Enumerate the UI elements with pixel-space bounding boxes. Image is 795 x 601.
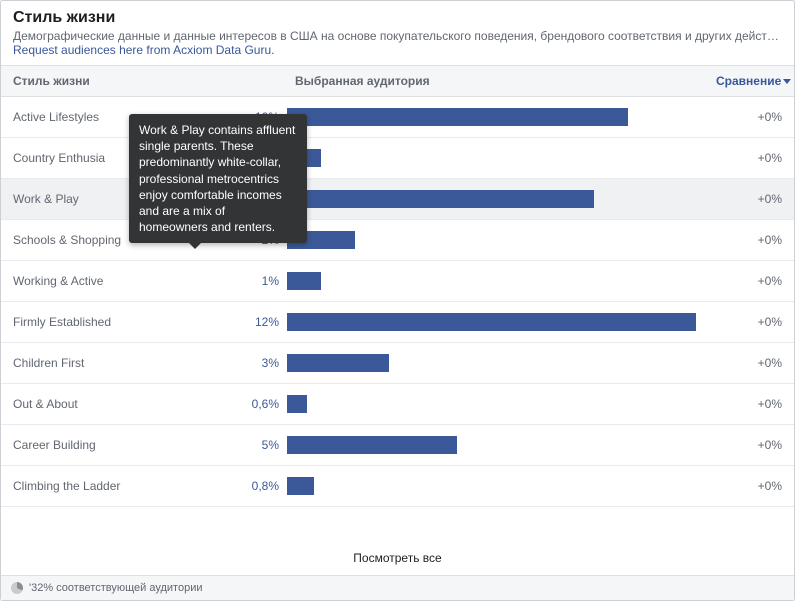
col-header-compare[interactable]: Сравнение <box>704 66 794 96</box>
row-label-text: Working & Active <box>13 274 103 288</box>
column-headers: Стиль жизни Выбранная аудитория Сравнени… <box>1 66 794 97</box>
row-compare: +0% <box>704 348 794 378</box>
lifestyle-card: Стиль жизни Демографические данные и дан… <box>0 0 795 601</box>
row-bar <box>287 190 594 208</box>
row-compare: +0% <box>704 430 794 460</box>
row-label-text: Firmly Established <box>13 315 111 329</box>
pie-icon <box>11 582 23 594</box>
card-header: Стиль жизни Демографические данные и дан… <box>1 1 794 66</box>
table-row[interactable]: Schools & Shopping2%+0% <box>1 220 794 261</box>
table-row[interactable]: Country Enthusia1%+0% <box>1 138 794 179</box>
row-value: 12% <box>233 307 283 337</box>
row-bar-cell <box>283 471 704 501</box>
row-label: Firmly Established <box>1 307 233 337</box>
row-compare: +0% <box>704 143 794 173</box>
row-bar-cell <box>283 389 704 419</box>
row-compare: +0% <box>704 184 794 214</box>
col-header-value-spacer <box>233 66 283 96</box>
row-label-text: Children First <box>13 356 84 370</box>
row-bar-cell <box>283 184 704 214</box>
table-row[interactable]: Firmly Established 12% +0% <box>1 302 794 343</box>
row-bar-cell <box>283 102 704 132</box>
footer-text: '32% соответствующей аудитории <box>29 582 202 594</box>
card-title: Стиль жизни <box>13 9 782 27</box>
view-all-button[interactable]: Посмотреть все <box>1 541 794 576</box>
row-bar-cell <box>283 143 704 173</box>
row-compare: +0% <box>704 225 794 255</box>
card-footer: '32% соответствующей аудитории <box>1 576 794 600</box>
row-bar <box>287 272 321 290</box>
row-bar <box>287 313 696 331</box>
row-compare: +0% <box>704 389 794 419</box>
row-value: 0,8% <box>233 471 283 501</box>
row-bar <box>287 354 389 372</box>
table-row[interactable]: Work & Playi9%+0% <box>1 179 794 220</box>
row-label: Children First <box>1 348 233 378</box>
sort-caret-icon <box>783 79 791 84</box>
row-label-text: Climbing the Ladder <box>13 479 120 493</box>
table-row[interactable]: Out & About 0,6% +0% <box>1 384 794 425</box>
row-bar-cell <box>283 225 704 255</box>
row-label-text: Out & About <box>13 397 78 411</box>
row-value: 3% <box>233 348 283 378</box>
row-bar-cell <box>283 430 704 460</box>
row-bar <box>287 477 314 495</box>
row-bar <box>287 108 628 126</box>
table-row[interactable]: Working & Active 1% +0% <box>1 261 794 302</box>
table-row[interactable]: Climbing the Ladder 0,8% +0% <box>1 466 794 507</box>
tooltip-text: Work & Play contains affluent single par… <box>139 123 295 234</box>
row-label: Working & Active <box>1 266 233 296</box>
table-row[interactable]: Career Building 5% +0% <box>1 425 794 466</box>
rows-container: Active Lifestyles10%+0%Country Enthusia1… <box>1 97 794 541</box>
col-header-label: Стиль жизни <box>1 66 233 96</box>
row-value: 0,6% <box>233 389 283 419</box>
row-bar-cell <box>283 348 704 378</box>
card-subtitle: Демографические данные и данные интересо… <box>13 29 782 43</box>
row-label: Out & About <box>1 389 233 419</box>
row-label-text: Country Enthusia <box>13 151 105 165</box>
row-bar-cell <box>283 266 704 296</box>
table-row[interactable]: Children First 3% +0% <box>1 343 794 384</box>
row-compare: +0% <box>704 102 794 132</box>
col-header-audience: Выбранная аудитория <box>283 66 704 96</box>
row-label-text: Work & Play <box>13 192 79 206</box>
row-tooltip: Work & Play contains affluent single par… <box>129 114 307 243</box>
col-header-compare-label: Сравнение <box>716 74 781 88</box>
table-row[interactable]: Active Lifestyles10%+0% <box>1 97 794 138</box>
row-bar-cell <box>283 307 704 337</box>
row-bar <box>287 395 307 413</box>
request-audiences-link[interactable]: Request audiences here from Acxiom Data … <box>13 43 274 57</box>
row-compare: +0% <box>704 266 794 296</box>
row-compare: +0% <box>704 307 794 337</box>
row-label: Career Building <box>1 430 233 460</box>
row-compare: +0% <box>704 471 794 501</box>
row-label-text: Career Building <box>13 438 96 452</box>
row-label-text: Active Lifestyles <box>13 110 99 124</box>
row-value: 1% <box>233 266 283 296</box>
row-label: Climbing the Ladder <box>1 471 233 501</box>
row-value: 5% <box>233 430 283 460</box>
row-bar <box>287 436 457 454</box>
row-label-text: Schools & Shopping <box>13 233 121 247</box>
